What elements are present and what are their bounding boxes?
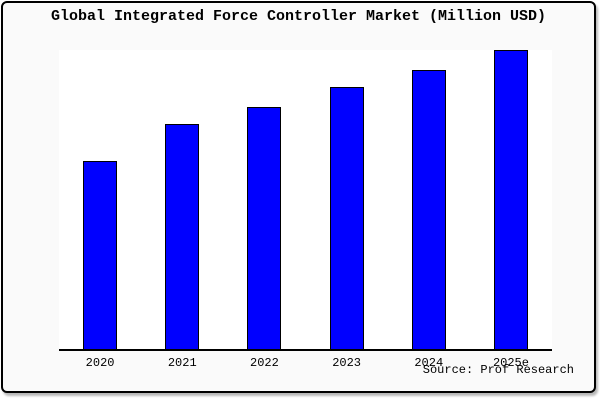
bar-slot xyxy=(306,50,388,349)
bar-2020 xyxy=(83,161,118,349)
source-credit: Source: Prof Research xyxy=(422,363,574,377)
chart-title: Global Integrated Force Controller Marke… xyxy=(50,8,547,25)
bar-slot xyxy=(223,50,305,349)
x-tick-label-2025e: 2025e xyxy=(492,356,529,370)
bars xyxy=(59,50,552,349)
bar-2021 xyxy=(165,124,200,349)
bar-2025e xyxy=(493,50,528,349)
x-axis-labels: 2020 2021 2022 2023 2024 2025e xyxy=(59,353,552,371)
x-tick-label-2020: 2020 xyxy=(85,356,115,370)
x-label-slot: 2023 xyxy=(306,353,388,371)
x-label-slot: 2022 xyxy=(223,353,305,371)
x-tick-label-2023: 2023 xyxy=(332,356,361,370)
x-tick-label-2022: 2022 xyxy=(250,356,279,370)
plot-area xyxy=(59,50,552,351)
bar-slot xyxy=(388,50,470,349)
bar-2023 xyxy=(329,86,364,349)
bar-slot xyxy=(59,50,141,349)
bar-slot xyxy=(141,50,223,349)
x-label-slot: 2025e xyxy=(470,353,552,371)
x-label-slot: 2021 xyxy=(141,353,223,371)
x-label-slot: 2020 xyxy=(59,353,141,371)
bar-slot xyxy=(470,50,552,349)
bar-2022 xyxy=(247,106,282,349)
chart-figure: Global Integrated Force Controller Marke… xyxy=(1,1,596,393)
x-label-slot: 2024 xyxy=(388,353,470,371)
bar-2024 xyxy=(411,69,446,349)
x-tick-label-2021: 2021 xyxy=(167,356,197,370)
x-tick-label-2024: 2024 xyxy=(414,356,444,370)
